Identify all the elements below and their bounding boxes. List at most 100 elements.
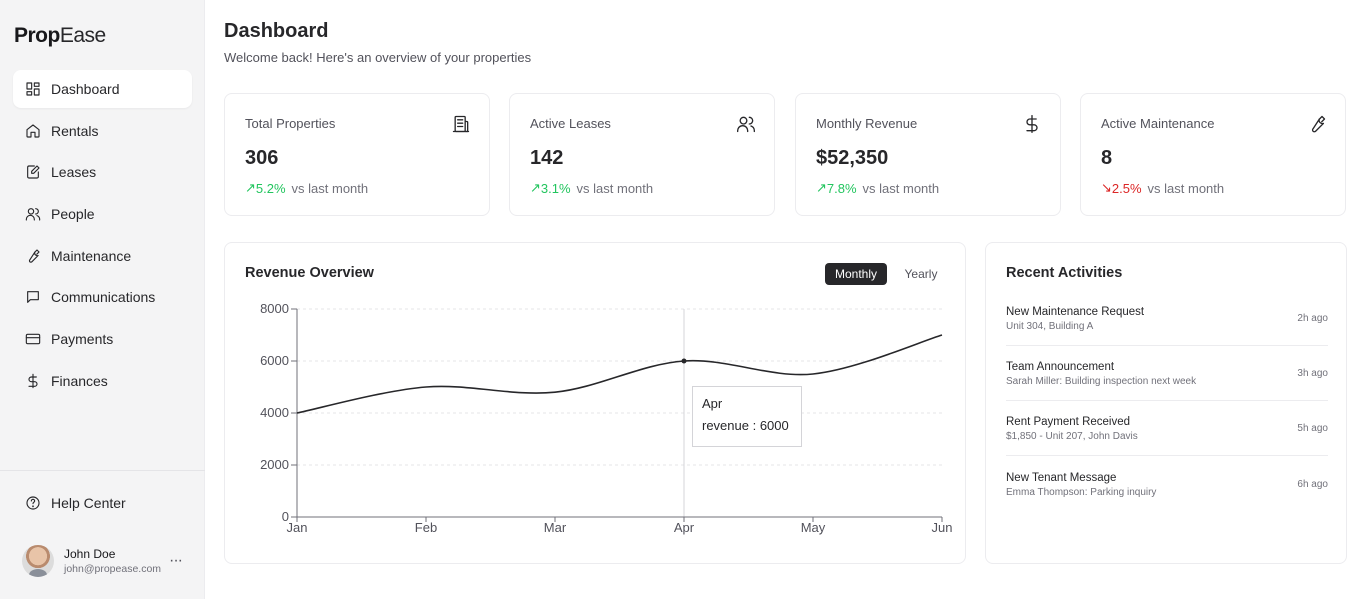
- sidebar-divider: [0, 470, 205, 471]
- stat-change-label: vs last month: [1147, 180, 1225, 196]
- brand-logo[interactable]: PropEase: [14, 24, 106, 47]
- sidebar-nav: Dashboard Rentals Leases People Maintena…: [13, 70, 192, 404]
- activity-subtitle: Emma Thompson: Parking inquiry: [1006, 487, 1157, 498]
- activity-subtitle: Unit 304, Building A: [1006, 321, 1094, 332]
- home-icon: [26, 124, 40, 138]
- stat-value: 8: [1101, 147, 1113, 169]
- stat-change-percent: 2.5%: [1111, 180, 1142, 196]
- sidebar-item-label: Finances: [51, 372, 108, 389]
- avatar: [22, 545, 54, 577]
- message-icon: [27, 291, 39, 304]
- activity-title: New Maintenance Request: [1006, 306, 1145, 318]
- stat-label: Total Properties: [245, 116, 336, 131]
- sidebar-item-label: Dashboard: [51, 81, 120, 97]
- stat-value: 306: [245, 147, 279, 169]
- x-tick-label: Feb: [415, 520, 437, 535]
- wrench-icon: [28, 249, 40, 263]
- stat-change: ↘ 2.5% vs last month: [1101, 180, 1224, 196]
- y-tick-label: 2000: [260, 457, 289, 472]
- more-options-icon[interactable]: ···: [169, 552, 183, 569]
- stat-value: 142: [530, 147, 564, 169]
- y-tick-label: 4000: [260, 405, 289, 420]
- activity-item[interactable]: Team Announcement Sarah Miller: Building…: [1006, 361, 1328, 401]
- sidebar-item-communications[interactable]: Communications: [13, 278, 192, 316]
- y-tick-label: 6000: [260, 353, 289, 368]
- activity-subtitle: $1,850 - Unit 207, John Davis: [1006, 431, 1138, 442]
- activity-item[interactable]: New Tenant Message Emma Thompson: Parkin…: [1006, 472, 1328, 512]
- help-center-label: Help Center: [51, 495, 126, 511]
- y-tick-label: 8000: [260, 301, 289, 316]
- stat-card-active-leases: Active Leases 142 ↗ 3.1% vs last month: [509, 93, 775, 216]
- building-icon: [451, 114, 471, 134]
- dollar-icon: [1022, 114, 1042, 134]
- help-circle-icon: [26, 496, 40, 510]
- sidebar-item-people[interactable]: People: [13, 195, 192, 233]
- stat-change: ↗ 5.2% vs last month: [245, 180, 368, 196]
- sidebar-item-maintenance[interactable]: Maintenance: [13, 237, 192, 275]
- stat-label: Active Maintenance: [1101, 116, 1215, 131]
- active-data-point: [681, 358, 687, 364]
- help-center-link[interactable]: Help Center: [13, 484, 192, 522]
- users-icon: [25, 208, 41, 221]
- sidebar-item-finances[interactable]: Finances: [13, 362, 192, 400]
- stat-change-percent: 3.1%: [540, 180, 571, 196]
- sidebar-item-label: Maintenance: [51, 247, 132, 264]
- stat-change: ↗ 3.1% vs last month: [530, 180, 653, 196]
- revenue-line-chart: 0 2000 4000 6000 8000 Jan Feb Mar Apr May Jun: [260, 301, 953, 535]
- users-icon: [736, 114, 756, 134]
- activity-time: 5h ago: [1297, 423, 1328, 434]
- revenue-overview-panel: Revenue Overview Monthly Yearly 0 2000 400…: [224, 242, 966, 564]
- x-tick-label: Jan: [287, 520, 308, 535]
- x-tick-label: Apr: [674, 520, 695, 535]
- document-edit-icon: [27, 165, 40, 179]
- toggle-monthly-button[interactable]: Monthly: [825, 263, 887, 285]
- revenue-overview-title: Revenue Overview: [245, 265, 374, 281]
- series-line: [296, 334, 943, 414]
- stat-change-label: vs last month: [291, 180, 369, 196]
- sidebar-item-label: Rentals: [51, 122, 99, 139]
- toggle-yearly-button[interactable]: Yearly: [904, 267, 938, 281]
- wrench-icon: [1307, 114, 1327, 134]
- stat-value: $52,350: [816, 147, 889, 169]
- x-tick-label: Jun: [932, 520, 953, 535]
- user-name: John Doe: [64, 547, 116, 561]
- chart-tooltip: Apr revenue : 6000: [692, 386, 802, 447]
- sidebar-item-leases[interactable]: Leases: [13, 153, 192, 191]
- sidebar-item-rentals[interactable]: Rentals: [13, 112, 192, 150]
- page-subtitle: Welcome back! Here's an overview of your…: [224, 50, 532, 65]
- trend-up-icon: ↗: [245, 180, 256, 195]
- user-profile[interactable]: John Doe john@propease.com ···: [22, 544, 192, 578]
- user-info: John Doe john@propease.com: [64, 547, 161, 575]
- activity-title: Team Announcement: [1006, 361, 1115, 373]
- credit-card-icon: [25, 333, 41, 345]
- stat-change: ↗ 7.8% vs last month: [816, 180, 939, 196]
- stat-card-monthly-revenue: Monthly Revenue $52,350 ↗ 7.8% vs last m…: [795, 93, 1061, 216]
- activity-time: 2h ago: [1297, 313, 1328, 324]
- trend-up-icon: ↗: [530, 180, 541, 195]
- activity-item[interactable]: New Maintenance Request Unit 304, Buildi…: [1006, 306, 1328, 346]
- activity-time: 6h ago: [1297, 479, 1328, 490]
- tooltip-value: revenue : 6000: [702, 418, 789, 433]
- sidebar: PropEase Dashboard Rentals Leases People…: [0, 0, 205, 599]
- tooltip-label: Apr: [702, 396, 723, 411]
- y-tick-label: 0: [282, 509, 289, 524]
- help-center: Help Center: [13, 484, 192, 526]
- activity-subtitle: Sarah Miller: Building inspection next w…: [1006, 376, 1197, 387]
- trend-down-icon: ↘: [1101, 180, 1112, 195]
- activity-time: 3h ago: [1297, 368, 1328, 379]
- sidebar-item-label: Communications: [51, 289, 156, 306]
- page-title: Dashboard: [224, 20, 329, 42]
- stat-change-label: vs last month: [576, 180, 654, 196]
- sidebar-item-dashboard[interactable]: Dashboard: [13, 70, 192, 108]
- x-tick-label: May: [801, 520, 826, 535]
- sidebar-item-payments[interactable]: Payments: [13, 320, 192, 358]
- stat-change-percent: 5.2%: [255, 180, 286, 196]
- sidebar-item-label: Leases: [51, 164, 97, 181]
- stat-change-percent: 7.8%: [826, 180, 857, 196]
- activity-item[interactable]: Rent Payment Received $1,850 - Unit 207,…: [1006, 416, 1328, 456]
- activity-title: Rent Payment Received: [1006, 416, 1131, 428]
- sidebar-item-label: People: [51, 206, 95, 223]
- dashboard-icon: [26, 82, 40, 96]
- recent-activities-panel: Recent Activities New Maintenance Reques…: [985, 242, 1347, 564]
- activity-title: New Tenant Message: [1006, 472, 1117, 484]
